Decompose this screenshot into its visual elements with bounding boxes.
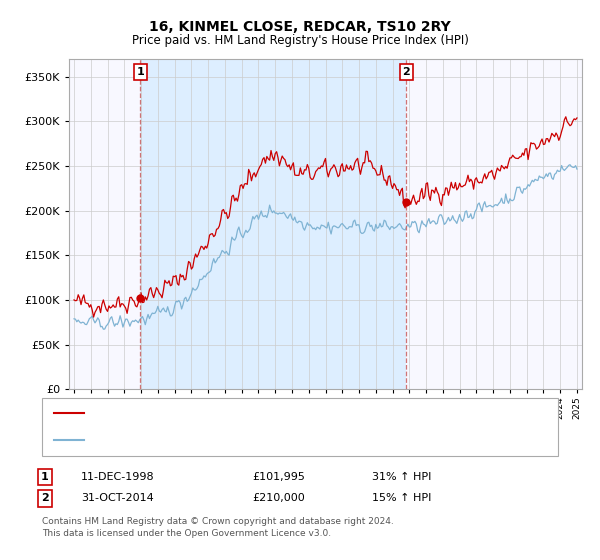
Text: Contains HM Land Registry data © Crown copyright and database right 2024.: Contains HM Land Registry data © Crown c… [42,517,394,526]
Text: 2: 2 [41,493,49,503]
Text: 1: 1 [136,67,144,77]
Text: HPI: Average price, detached house, Redcar and Cleveland: HPI: Average price, detached house, Redc… [90,435,397,445]
Text: 31-OCT-2014: 31-OCT-2014 [81,493,154,503]
Text: 2: 2 [403,67,410,77]
Text: 15% ↑ HPI: 15% ↑ HPI [372,493,431,503]
Text: 16, KINMEL CLOSE, REDCAR, TS10 2RY (detached house): 16, KINMEL CLOSE, REDCAR, TS10 2RY (deta… [90,408,386,418]
Text: 16, KINMEL CLOSE, REDCAR, TS10 2RY: 16, KINMEL CLOSE, REDCAR, TS10 2RY [149,20,451,34]
Text: 1: 1 [41,472,49,482]
Text: £101,995: £101,995 [252,472,305,482]
Text: 11-DEC-1998: 11-DEC-1998 [81,472,155,482]
Text: 31% ↑ HPI: 31% ↑ HPI [372,472,431,482]
Text: £210,000: £210,000 [252,493,305,503]
Bar [140,59,406,389]
Text: This data is licensed under the Open Government Licence v3.0.: This data is licensed under the Open Gov… [42,529,331,538]
Text: Price paid vs. HM Land Registry's House Price Index (HPI): Price paid vs. HM Land Registry's House … [131,34,469,46]
